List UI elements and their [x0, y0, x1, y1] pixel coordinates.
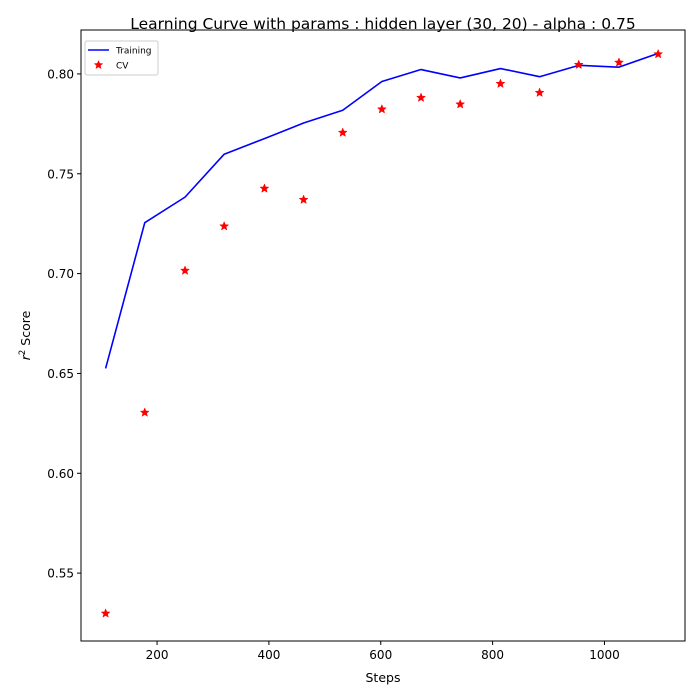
cv-point — [495, 78, 506, 88]
x-axis-ticks: 200 400 600 800 1000 — [146, 641, 620, 662]
chart-title: Learning Curve with params : hidden laye… — [130, 15, 635, 33]
x-tick-label: 800 — [481, 648, 504, 662]
cv-point — [100, 608, 111, 618]
x-tick-label: 1000 — [589, 648, 620, 662]
y-tick-label: 0.60 — [47, 467, 74, 481]
cv-point — [376, 103, 387, 114]
cv-point — [653, 48, 664, 59]
y-axis-label: r2 Score — [18, 310, 33, 360]
cv-point — [337, 127, 348, 137]
legend-star-icon — [93, 59, 104, 70]
cv-point — [298, 194, 309, 204]
x-tick-label: 600 — [369, 648, 392, 662]
x-axis-label: Steps — [366, 670, 401, 685]
x-tick-label: 200 — [146, 648, 169, 662]
cv-point — [573, 59, 584, 70]
plot-area — [100, 48, 664, 618]
cv-point — [219, 221, 230, 231]
y-tick-label: 0.55 — [47, 567, 74, 581]
legend-label-cv: CV — [116, 62, 129, 72]
legend-label-training: Training — [115, 47, 152, 57]
y-axis-label-text: Score — [18, 310, 33, 349]
plot-frame — [80, 29, 686, 642]
training-line — [104, 52, 659, 369]
cv-point — [416, 92, 427, 102]
y-tick-label: 0.70 — [47, 267, 74, 281]
cv-point — [613, 57, 625, 67]
cv-point — [139, 407, 150, 417]
y-tick-label: 0.75 — [47, 167, 74, 181]
y-tick-label: 0.80 — [47, 67, 74, 81]
y-axis-label-superscript: 2 — [18, 350, 28, 355]
cv-point — [534, 87, 545, 97]
x-tick-label: 400 — [257, 648, 280, 662]
y-tick-label: 0.65 — [47, 367, 74, 381]
y-axis-ticks: 0.55 0.60 0.65 0.70 0.75 0.80 — [47, 67, 81, 581]
cv-point — [180, 265, 191, 275]
y-axis-label-base: r — [18, 354, 33, 360]
cv-point — [455, 98, 466, 109]
cv-point — [259, 183, 270, 193]
legend-star-swatch — [93, 59, 104, 70]
legend: Training CV — [84, 40, 159, 76]
